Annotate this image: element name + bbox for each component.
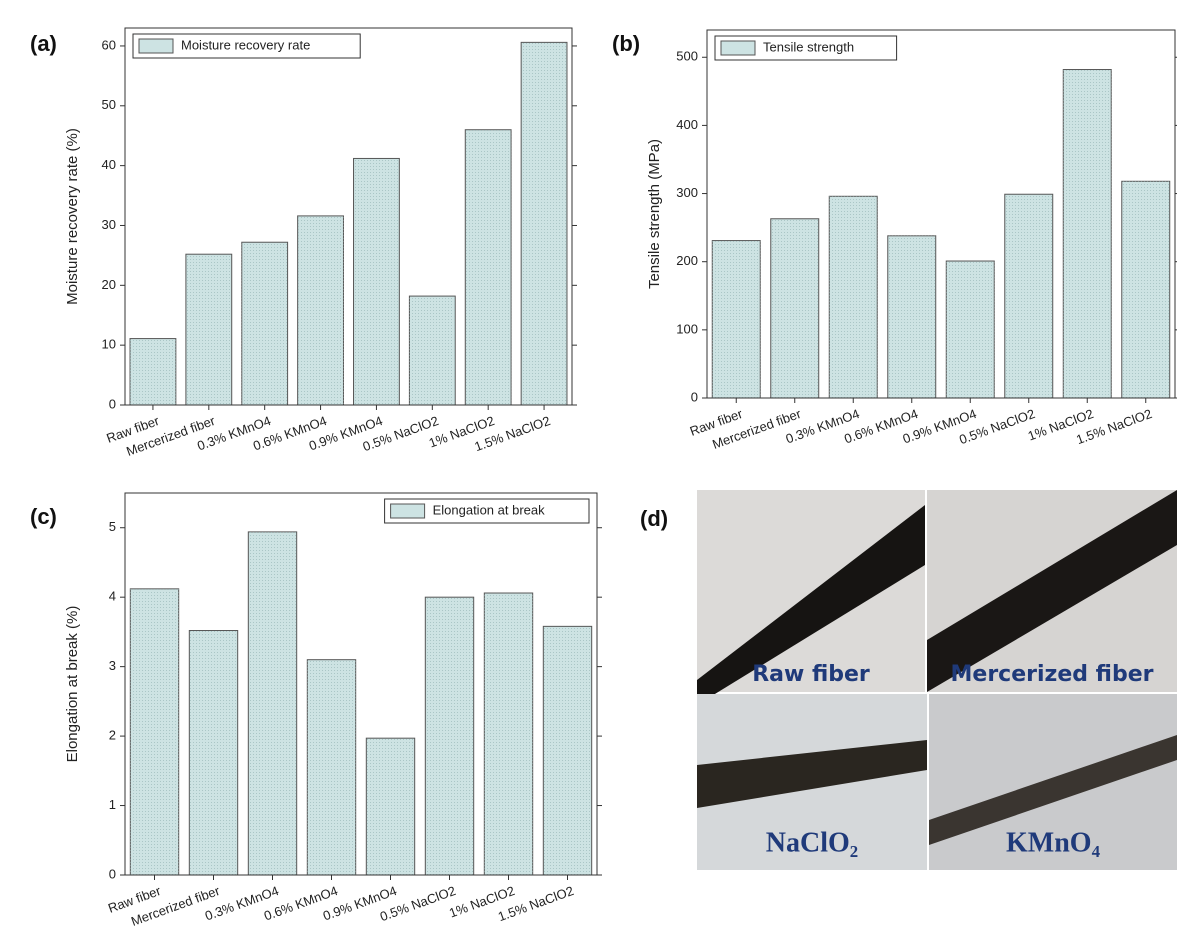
bar-texture [297, 215, 344, 405]
plot-frame [124, 492, 598, 876]
panel-label: (b) [612, 31, 640, 56]
y-axis-title: Elongation at break (%) [64, 606, 81, 763]
bar-texture [521, 42, 567, 405]
bar-texture [887, 235, 936, 398]
y-tick-label: 400 [676, 117, 698, 132]
y-tick-label: 500 [676, 49, 698, 64]
panel-label: (c) [30, 504, 57, 529]
bar-texture [185, 254, 232, 405]
y-tick-label: 1 [109, 797, 116, 812]
y-tick-label: 10 [102, 337, 116, 352]
photo-label: NaClO₂ [766, 827, 858, 858]
y-tick-label: 3 [109, 658, 116, 673]
y-tick-label: 200 [676, 253, 698, 268]
bar-texture [189, 630, 238, 875]
fiber [927, 490, 1177, 692]
plot-frame [706, 29, 1176, 399]
bar-texture [130, 338, 176, 405]
y-tick-label: 50 [102, 97, 116, 112]
bar-texture [1004, 194, 1053, 398]
y-tick-label: 2 [109, 728, 116, 743]
panel-label: (d) [640, 506, 668, 531]
bar-texture [946, 261, 995, 398]
bar-texture [465, 129, 512, 405]
bar-texture [484, 593, 533, 875]
y-tick-label: 20 [102, 277, 116, 292]
fiber [929, 735, 1177, 845]
bar-texture [829, 196, 878, 398]
photo-panel: (d) Raw fiber Mercerized fiber NaClO₂ KM… [640, 490, 1177, 870]
bar-texture [366, 738, 415, 875]
plot-frame [124, 27, 573, 406]
y-axis-title: Tensile strength (MPa) [646, 139, 663, 289]
fiber [697, 740, 927, 808]
bar-texture [241, 242, 288, 405]
legend-label: Moisture recovery rate [181, 37, 310, 52]
bar-texture [1063, 69, 1112, 398]
legend-swatch [390, 503, 426, 519]
fiber [697, 505, 925, 705]
y-tick-label: 100 [676, 321, 698, 336]
bar-texture [353, 158, 400, 405]
bar-texture [130, 588, 179, 875]
legend-label: Tensile strength [763, 39, 854, 54]
y-tick-label: 0 [109, 396, 116, 411]
y-tick-label: 30 [102, 217, 116, 232]
y-tick-label: 40 [102, 157, 116, 172]
y-tick-label: 4 [109, 589, 116, 604]
legend-box [384, 498, 590, 524]
photo-label: Mercerized fiber [951, 662, 1154, 687]
panel-label: (a) [30, 31, 57, 56]
bar-texture [1121, 181, 1170, 398]
bar-texture [543, 626, 592, 875]
legend-label: Elongation at break [433, 502, 546, 517]
y-tick-label: 5 [109, 519, 116, 534]
legend-swatch [138, 38, 174, 54]
y-tick-label: 60 [102, 37, 116, 52]
legend-swatch [720, 40, 756, 56]
bar-texture [425, 597, 474, 875]
bar-texture [712, 240, 761, 398]
photo-label: Raw fiber [752, 662, 870, 687]
y-tick-label: 300 [676, 185, 698, 200]
photo-label: KMnO₄ [1006, 827, 1101, 858]
bar-texture [409, 296, 456, 405]
bar-texture [248, 531, 297, 875]
bar-texture [307, 659, 356, 875]
y-tick-label: 0 [109, 866, 116, 881]
y-tick-label: 0 [691, 389, 698, 404]
y-axis-title: Moisture recovery rate (%) [64, 128, 81, 305]
bar-texture [770, 218, 819, 398]
